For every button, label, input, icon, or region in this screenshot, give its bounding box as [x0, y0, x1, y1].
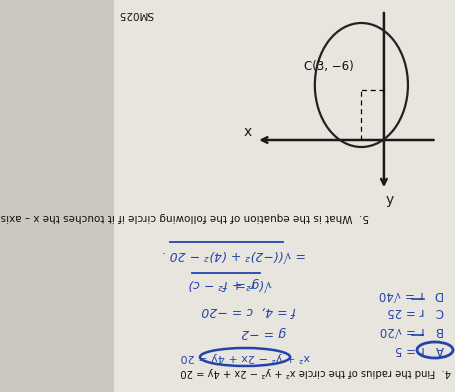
Text: D   r = √40: D r = √40 — [378, 287, 443, 301]
Text: f = 4,  c = −20: f = 4, c = −20 — [201, 303, 295, 316]
Text: 4.  Find the radius of the circle x² + y² − 2x + 4y = 20: 4. Find the radius of the circle x² + y²… — [181, 367, 450, 377]
Text: r =: r = — [235, 278, 254, 290]
Text: 5.  What is the equation of the following circle if it touches the x – axis ?: 5. What is the equation of the following… — [0, 212, 368, 222]
Text: y: y — [385, 193, 393, 207]
Text: x: x — [243, 125, 251, 139]
Text: A   r = 5: A r = 5 — [394, 343, 443, 356]
Text: B   r = √20: B r = √20 — [379, 323, 443, 336]
Text: SM025: SM025 — [118, 9, 153, 19]
Text: C(3, −6): C(3, −6) — [303, 60, 353, 73]
Text: x² + y² − 2x + 4y = 20: x² + y² − 2x + 4y = 20 — [180, 352, 309, 362]
Text: C   r = 25: C r = 25 — [386, 305, 443, 318]
Text: √(g² + f² − c): √(g² + f² − c) — [187, 277, 271, 291]
Text: = √((−2)² + (4)² − 20 .: = √((−2)² + (4)² − 20 . — [161, 247, 305, 261]
Text: g = −2: g = −2 — [241, 325, 286, 339]
